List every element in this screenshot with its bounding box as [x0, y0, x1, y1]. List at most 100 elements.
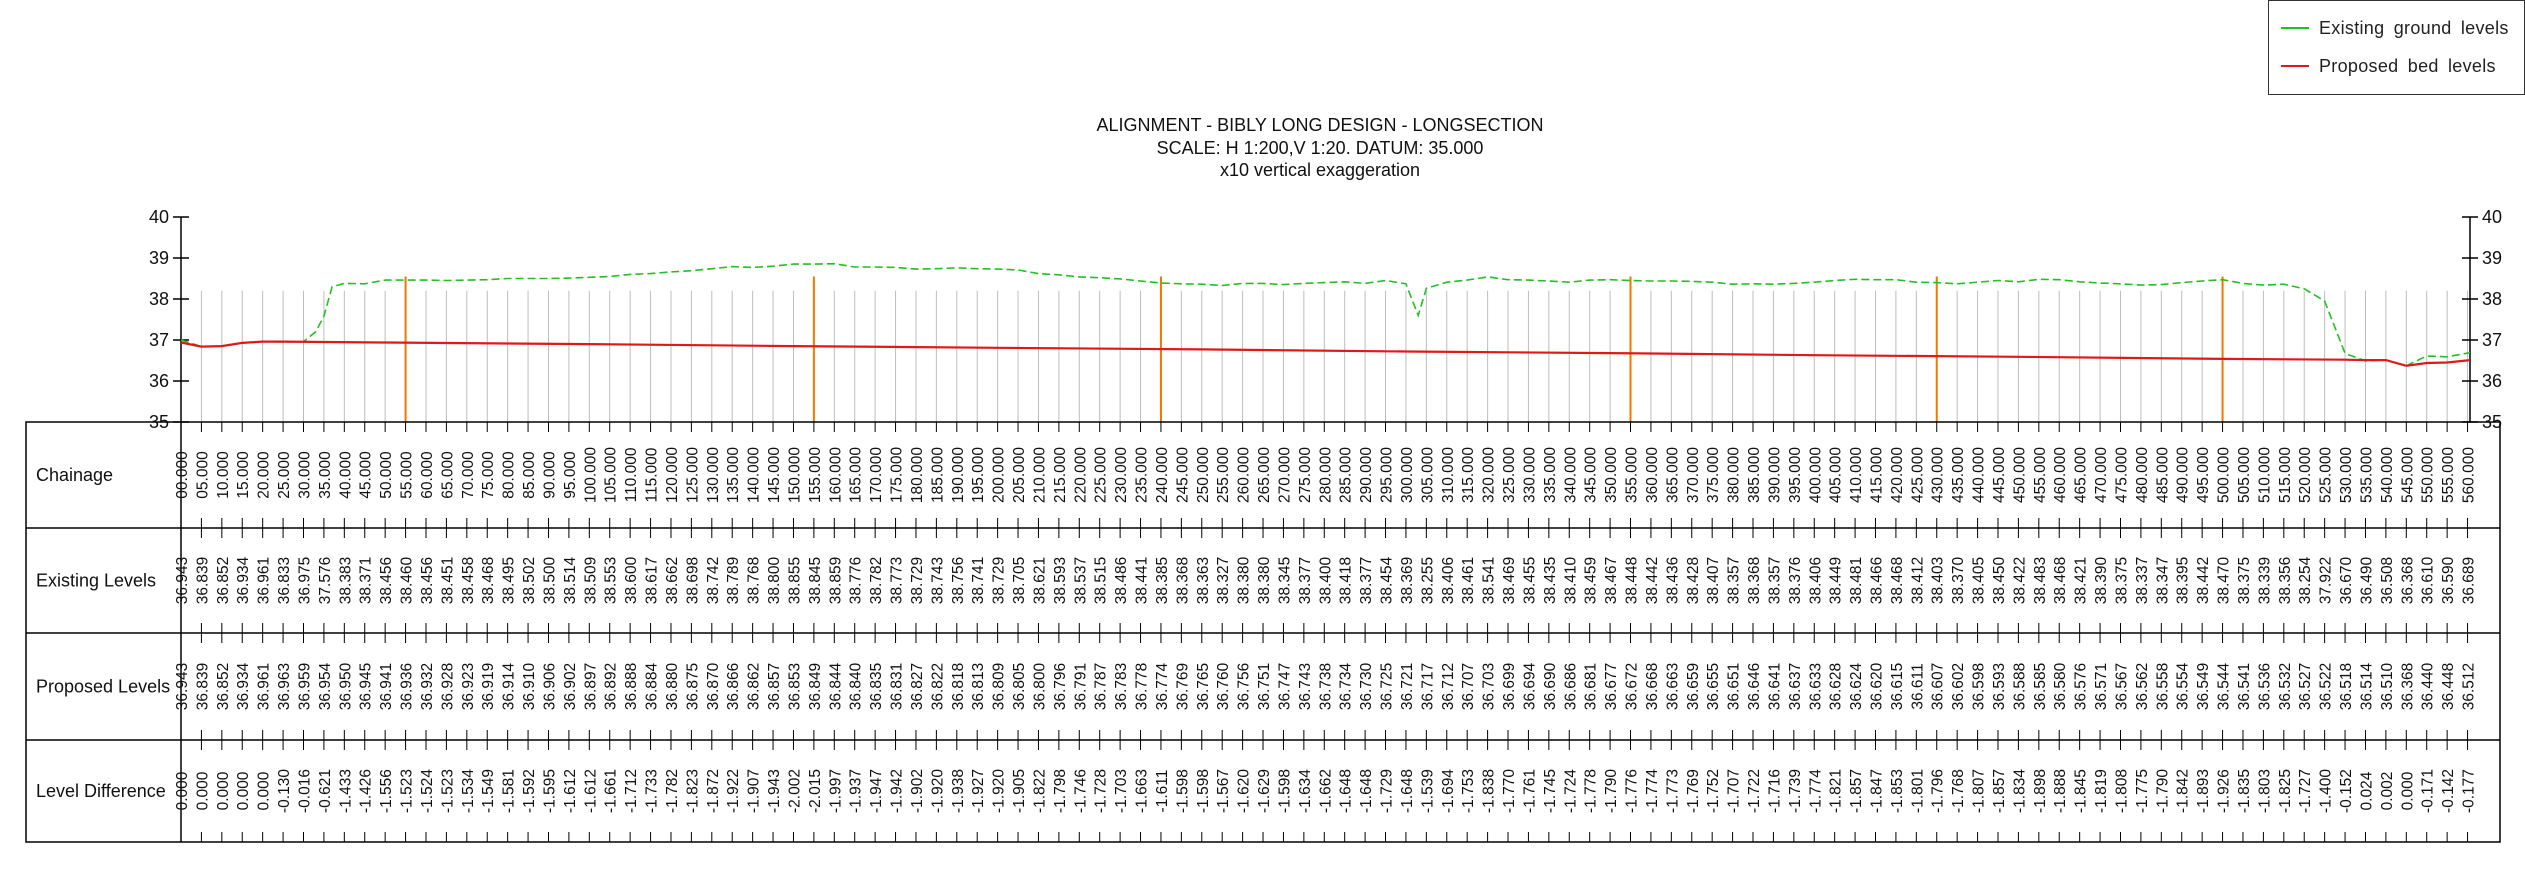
level-difference-value: -1.845: [2073, 769, 2090, 813]
level-difference-value: -1.648: [1399, 769, 1416, 813]
chainage-value: 380.000: [1726, 447, 1743, 503]
proposed-level-value: 36.923: [460, 663, 477, 710]
existing-level-value: 38.481: [1848, 557, 1865, 604]
level-difference-value: -1.776: [1624, 769, 1641, 813]
proposed-level-value: 36.884: [644, 662, 661, 710]
existing-level-value: 38.741: [970, 557, 987, 604]
level-difference-value: 0.000: [215, 771, 232, 810]
chainage-value: 350.000: [1603, 447, 1620, 503]
proposed-level-value: 36.514: [2359, 662, 2376, 710]
chainage-value: 540.000: [2379, 447, 2396, 503]
existing-level-value: 38.375: [2114, 557, 2131, 604]
existing-level-value: 38.600: [623, 556, 640, 604]
proposed-level-value: 36.961: [256, 663, 273, 710]
level-difference-value: -0.130: [276, 769, 293, 813]
chainage-value: 80.000: [501, 451, 518, 499]
chainage-value: 480.000: [2134, 447, 2151, 503]
legend-label-existing: Existing ground levels: [2319, 18, 2509, 38]
chainage-value: 335.000: [1542, 447, 1559, 503]
chainage-value: 340.000: [1562, 447, 1579, 503]
chainage-value: 135.000: [725, 447, 742, 503]
level-difference-value: -1.943: [766, 769, 783, 813]
level-difference-value: -1.716: [1766, 769, 1783, 813]
existing-level-value: 38.756: [950, 557, 967, 604]
chainage-value: 250.000: [1195, 447, 1212, 503]
existing-level-value: 38.458: [460, 557, 477, 604]
level-difference-value: -1.775: [2134, 769, 2151, 813]
level-difference-value: -1.523: [439, 769, 456, 813]
proposed-level-value: 36.576: [2073, 663, 2090, 710]
chainage-value: 560.000: [2461, 447, 2478, 503]
level-difference-value: -1.920: [991, 769, 1008, 813]
existing-level-value: 36.839: [194, 557, 211, 604]
chainage-value: 490.000: [2175, 447, 2192, 503]
chainage-value: 325.000: [1501, 447, 1518, 503]
existing-level-value: 38.418: [1338, 557, 1355, 604]
proposed-level-value: 36.580: [2052, 662, 2069, 710]
proposed-level-value: 36.910: [521, 662, 538, 710]
level-difference-value: -1.629: [1256, 769, 1273, 813]
proposed-level-value: 36.852: [215, 663, 232, 710]
proposed-level-value: 36.554: [2175, 662, 2192, 710]
chainage-value: 245.000: [1174, 447, 1191, 503]
y-tick-label-right: 40: [2482, 207, 2502, 227]
proposed-level-value: 36.668: [1644, 663, 1661, 710]
y-tick-label-left: 37: [149, 330, 169, 350]
proposed-level-value: 36.624: [1848, 662, 1865, 710]
chainage-value: 460.000: [2052, 447, 2069, 503]
proposed-level-value: 36.954: [317, 662, 334, 710]
proposed-level-value: 36.368: [2399, 663, 2416, 710]
level-difference-value: -1.634: [1297, 769, 1314, 813]
proposed-level-value: 36.641: [1766, 663, 1783, 710]
chainage-value: 415.000: [1869, 447, 1886, 503]
existing-level-value: 38.448: [1624, 557, 1641, 604]
proposed-level-value: 36.602: [1950, 663, 1967, 710]
existing-level-value: 38.593: [1052, 557, 1069, 604]
chainage-value: 170.000: [868, 447, 885, 503]
chainage-value: 475.000: [2114, 447, 2131, 503]
proposed-level-value: 36.646: [1746, 663, 1763, 710]
proposed-level-value: 36.941: [378, 663, 395, 710]
existing-level-value: 36.590: [2440, 556, 2457, 604]
existing-level-value: 38.368: [1174, 557, 1191, 604]
existing-level-value: 38.776: [848, 557, 865, 604]
level-difference-value: -1.803: [2256, 769, 2273, 813]
chainage-value: 450.000: [2011, 447, 2028, 503]
proposed-level-value: 36.588: [2011, 663, 2028, 710]
y-tick-label-left: 36: [149, 371, 169, 391]
chainage-value: 440.000: [1971, 447, 1988, 503]
level-difference-value: -1.997: [827, 769, 844, 813]
proposed-level-value: 36.760: [1215, 662, 1232, 710]
existing-level-value: 38.460: [399, 556, 416, 604]
chainage-value: 280.000: [1317, 447, 1334, 503]
proposed-level-value: 36.934: [235, 662, 252, 710]
proposed-level-value: 36.615: [1889, 663, 1906, 710]
level-difference-value: -2.002: [787, 769, 804, 813]
chainage-value: 495.000: [2195, 447, 2212, 503]
proposed-level-value: 36.738: [1317, 663, 1334, 710]
proposed-level-value: 36.765: [1195, 663, 1212, 710]
level-difference-value: -1.761: [1521, 769, 1538, 813]
existing-level-value: 38.486: [1113, 557, 1130, 604]
level-difference-value: 0.000: [256, 771, 273, 810]
existing-level-value: 38.514: [562, 556, 579, 604]
chainage-value: 435.000: [1950, 447, 1967, 503]
level-difference-value: -1.769: [1685, 769, 1702, 813]
level-difference-value: -1.790: [1603, 769, 1620, 813]
proposed-level-value: 36.694: [1521, 662, 1538, 710]
level-difference-value: 0.000: [174, 771, 191, 810]
proposed-level-value: 36.703: [1481, 663, 1498, 710]
proposed-level-value: 36.787: [1093, 663, 1110, 710]
proposed-level-value: 36.857: [766, 663, 783, 710]
existing-level-value: 38.705: [1011, 557, 1028, 604]
level-difference-value: -1.902: [909, 769, 926, 813]
level-difference-value: -1.400: [2318, 769, 2335, 813]
chainage-value: 465.000: [2073, 447, 2090, 503]
level-difference-value: -1.822: [1032, 769, 1049, 813]
chainage-value: 305.000: [1419, 447, 1436, 503]
proposed-level-value: 36.866: [725, 663, 742, 710]
chainage-value: 225.000: [1093, 447, 1110, 503]
level-difference-value: -1.549: [480, 769, 497, 813]
chainage-value: 485.000: [2154, 447, 2171, 503]
